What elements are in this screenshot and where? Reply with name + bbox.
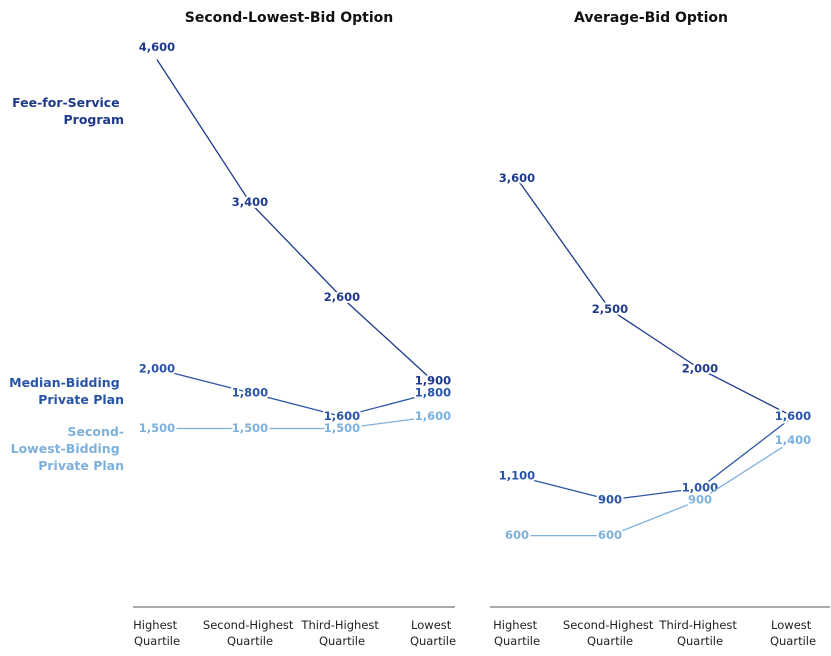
data-label: 1,900 [415, 373, 451, 387]
x-tick-label: Second-Highest Quartile [203, 618, 297, 648]
data-label: 1,500 [232, 421, 268, 435]
data-label: 1,800 [232, 385, 268, 399]
line-series [517, 439, 794, 537]
data-label: 2,000 [139, 362, 175, 376]
data-label: 1,500 [139, 421, 175, 435]
line-series [156, 59, 434, 382]
data-label: 1,800 [415, 385, 451, 399]
data-label: 900 [598, 492, 622, 506]
data-label: 4,600 [139, 40, 175, 54]
legend-label: Fee-for-Service Program [12, 95, 124, 127]
chart-title: Second-Lowest-Bid Option [185, 10, 393, 26]
data-label: 3,600 [499, 171, 535, 185]
data-label: 2,500 [592, 302, 628, 316]
data-label: 1,600 [324, 409, 360, 423]
x-tick-label: Highest Quartile [133, 618, 181, 648]
x-tick-label: Third-Highest Quartile [300, 618, 382, 648]
legend-label: Second-Lowest-Bidding Private Plan [11, 424, 124, 473]
data-label: 2,600 [324, 290, 360, 304]
data-label: 1,000 [682, 481, 718, 495]
data-label: 1,100 [499, 469, 535, 483]
data-label: 900 [688, 492, 712, 506]
data-label: 1,600 [415, 409, 451, 423]
data-label: 3,400 [232, 195, 268, 209]
line-series [156, 368, 434, 418]
x-tick-label: Third-Highest Quartile [658, 618, 740, 648]
x-tick-label: Second-Highest Quartile [563, 618, 657, 648]
legend-label: Median-Bidding Private Plan [9, 375, 124, 407]
data-label: 1,400 [775, 433, 811, 447]
data-label: 1,600 [775, 409, 811, 423]
x-tick-label: Lowest Quartile [410, 618, 456, 648]
line-series [516, 416, 794, 501]
data-label: 600 [505, 528, 529, 542]
data-label: 2,000 [682, 362, 718, 376]
chart-title: Average-Bid Option [574, 10, 728, 26]
line-series [516, 178, 794, 418]
x-tick-label: Highest Quartile [493, 618, 541, 648]
line-series [157, 415, 434, 430]
x-tick-label: Lowest Quartile [770, 618, 816, 648]
data-label: 600 [598, 528, 622, 542]
data-label: 1,500 [324, 421, 360, 435]
data-label: 1,600 [775, 409, 811, 423]
